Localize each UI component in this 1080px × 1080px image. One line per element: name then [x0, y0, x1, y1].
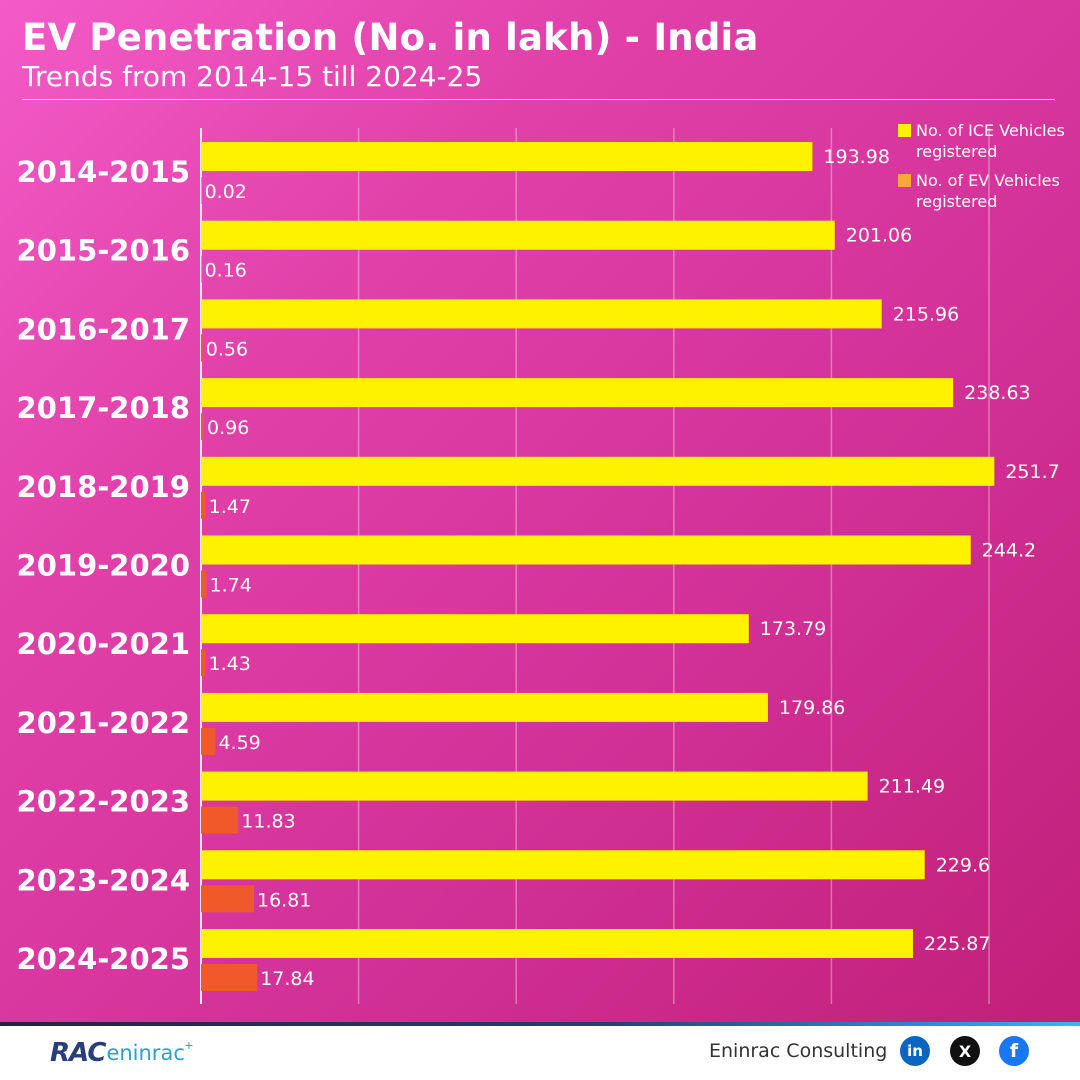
category-label: 2021-2022	[17, 706, 190, 740]
ice-bar	[201, 299, 882, 329]
chart-subtitle: Trends from 2014-15 till 2024-25	[22, 60, 483, 93]
x-glyph: X	[958, 1041, 972, 1061]
ev-value-label: 4.59	[218, 732, 260, 754]
logo-plus-icon: +	[184, 1037, 194, 1053]
ice-bar	[201, 456, 995, 486]
ice-value-label: 238.63	[964, 382, 1030, 404]
ev-bar	[201, 413, 205, 441]
linkedin-icon[interactable]: in	[900, 1036, 930, 1066]
logo-text: eninrac	[106, 1041, 185, 1065]
ev-value-label: 1.43	[209, 653, 251, 675]
ev-value-label: 16.81	[257, 889, 311, 911]
eninrac-logo: RAC eninrac +	[50, 1037, 194, 1068]
legend-label-ice: No. of ICE Vehicles registered	[916, 121, 1065, 161]
ice-value-label: 251.7	[1005, 461, 1059, 483]
ice-value-label: 225.87	[924, 933, 990, 955]
ice-bar	[201, 614, 749, 644]
category-label: 2018-2019	[17, 470, 190, 504]
facebook-glyph: f	[1009, 1040, 1019, 1062]
ice-bar	[201, 535, 971, 565]
ev-value-label: 1.74	[209, 575, 251, 597]
ev-value-label: 0.02	[205, 181, 247, 203]
legend-swatch-ev	[898, 174, 911, 187]
legend-label-ev: No. of EV Vehicles registered	[916, 171, 1060, 211]
category-label: 2015-2016	[17, 234, 190, 268]
logo-mark: RAC	[50, 1038, 106, 1068]
ice-value-label: 201.06	[846, 225, 912, 247]
header-divider	[22, 99, 1055, 100]
ev-bar	[201, 334, 203, 362]
ev-bar	[201, 885, 254, 913]
linkedin-glyph: in	[907, 1042, 923, 1060]
ev-value-label: 17.84	[260, 968, 314, 990]
ev-bar	[201, 177, 202, 204]
x-icon[interactable]: X	[950, 1036, 980, 1066]
ev-value-label: 0.16	[205, 260, 247, 282]
company-name: Eninrac Consulting	[709, 1040, 888, 1062]
ev-bar	[201, 570, 207, 598]
ice-bar	[201, 929, 913, 958]
ev-bar	[201, 649, 206, 677]
category-label: 2020-2021	[17, 627, 190, 661]
category-label: 2023-2024	[17, 863, 190, 897]
ice-value-label: 179.86	[779, 697, 845, 719]
legend-item-ev: No. of EV Vehicles registered	[898, 170, 1080, 212]
ice-value-label: 244.2	[982, 540, 1036, 562]
ev-bar	[201, 806, 239, 834]
ice-bar	[201, 142, 813, 171]
ev-value-label: 0.96	[207, 417, 249, 439]
ice-bar	[201, 771, 868, 801]
ev-bar	[201, 727, 216, 755]
ice-bar	[201, 220, 835, 250]
facebook-icon[interactable]: f	[999, 1036, 1029, 1066]
legend-swatch-ice	[898, 124, 911, 137]
ice-value-label: 193.98	[823, 146, 889, 168]
ev-value-label: 0.56	[206, 338, 248, 360]
bar-chart: 2014-2015 193.98 0.02 2015-2016 201.06 0.16 20…	[17, 128, 1060, 1004]
legend-item-ice: No. of ICE Vehicles registered	[898, 120, 1080, 162]
ice-bar	[201, 692, 768, 722]
ice-value-label: 215.96	[893, 303, 959, 325]
ev-value-label: 1.47	[209, 496, 251, 518]
category-label: 2019-2020	[17, 549, 190, 583]
ice-value-label: 173.79	[760, 618, 826, 640]
ev-bar	[201, 255, 202, 283]
ice-bar	[201, 850, 925, 880]
legend: No. of ICE Vehicles registered No. of EV…	[898, 120, 1080, 220]
ice-value-label: 211.49	[879, 776, 945, 798]
chart-title: EV Penetration (No. in lakh) - India	[22, 16, 759, 59]
ev-value-label: 11.83	[241, 811, 295, 833]
category-label: 2024-2025	[17, 942, 190, 976]
ev-bar	[201, 964, 258, 991]
category-label: 2016-2017	[17, 312, 190, 346]
footer: RAC eninrac + Eninrac Consulting in X f	[0, 1022, 1080, 1080]
chart-poster: EV Penetration (No. in lakh) - India Tre…	[0, 0, 1080, 1022]
category-label: 2014-2015	[17, 155, 190, 189]
category-label: 2022-2023	[17, 785, 190, 819]
ice-value-label: 229.6	[936, 854, 990, 876]
category-label: 2017-2018	[17, 391, 190, 425]
ice-bar	[201, 378, 954, 408]
footer-accent-bar	[0, 1022, 1080, 1026]
ev-bar	[201, 491, 206, 519]
